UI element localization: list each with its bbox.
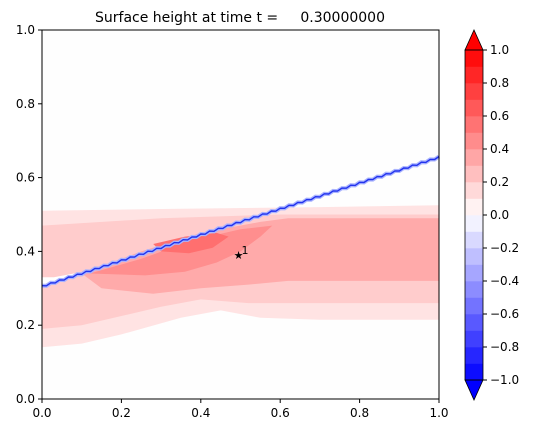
- colorbar-tick-label: −0.4: [490, 274, 519, 288]
- colorbar-extend-min: [464, 379, 484, 401]
- plot-area: ★1: [41, 29, 441, 400]
- contour-regions: [42, 205, 439, 348]
- y-tick-label: 0.4: [16, 244, 35, 258]
- colorbar-band: [465, 50, 483, 67]
- colorbar-extend-max: [464, 29, 484, 51]
- x-tick-label: 0.2: [112, 406, 131, 420]
- shoreline: [41, 154, 441, 288]
- colorbar-tick-label: 0.4: [490, 142, 509, 156]
- colorbar-band: [465, 215, 483, 232]
- colorbar-band: [465, 347, 483, 364]
- plot-frame: [41, 29, 440, 400]
- colorbar: 1.0 0.8 0.6 0.4 0.2 0.0 −0.2 −0.4 −0.6 −0.8 −1.0: [464, 29, 519, 401]
- colorbar-tick-label: 0.8: [490, 76, 509, 90]
- y-tick-label: 0.0: [16, 392, 35, 406]
- contour-region-5: [153, 232, 229, 254]
- shoreline-line: [41, 155, 440, 287]
- colorbar-tick-label: −0.8: [490, 340, 519, 354]
- y-tick-label: 1.0: [16, 23, 35, 37]
- x-tick-label: 0.8: [350, 406, 369, 420]
- x-tick-label: 0.4: [191, 406, 210, 420]
- colorbar-band: [465, 297, 483, 315]
- colorbar-band: [465, 281, 483, 298]
- colorbar-band: [465, 330, 483, 348]
- colorbar-band: [465, 116, 483, 133]
- colorbar-band: [465, 264, 483, 282]
- colorbar-tick-label: 0.0: [490, 208, 509, 222]
- colorbar-band: [465, 182, 483, 199]
- y-tick-label: 0.2: [16, 318, 35, 332]
- x-tick-label: 0.6: [271, 406, 290, 420]
- colorbar-band: [465, 149, 483, 166]
- y-tick-label: 0.6: [16, 171, 35, 185]
- colorbar-band: [465, 363, 483, 381]
- colorbar-band: [465, 165, 483, 183]
- colorbar-tick-label: −0.2: [490, 241, 519, 255]
- x-tick-label: 1.0: [429, 406, 448, 420]
- colorbar-band: [465, 198, 483, 216]
- y-axis: 0.0 0.2 0.4 0.6 0.8 1.0: [16, 23, 42, 406]
- shoreline-gap: [42, 271, 90, 287]
- colorbar-band: [465, 231, 483, 249]
- x-axis: 0.0 0.2 0.4 0.6 0.8 1.0: [32, 399, 449, 420]
- x-tick-label: 0.0: [32, 406, 51, 420]
- chart-title: Surface height at time t = 0.30000000: [95, 10, 385, 26]
- colorbar-tick-label: −0.6: [490, 307, 519, 321]
- colorbar-band: [465, 83, 483, 100]
- colorbar-tick-label: 1.0: [490, 43, 509, 57]
- colorbar-band: [465, 314, 483, 331]
- gauge-markers: ★1: [234, 244, 249, 262]
- colorbar-band: [465, 132, 483, 150]
- y-tick-label: 0.8: [16, 97, 35, 111]
- colorbar-tick-label: 0.2: [490, 175, 509, 189]
- colorbar-band: [465, 99, 483, 117]
- colorbar-band: [465, 248, 483, 265]
- colorbar-tick-label: 0.6: [490, 109, 509, 123]
- contour-region-3: [81, 218, 439, 294]
- gauge-marker-label: 1: [242, 244, 249, 257]
- colorbar-band: [465, 66, 483, 84]
- gauge-marker-1: ★: [234, 249, 244, 262]
- colorbar-tick-label: −1.0: [490, 373, 519, 387]
